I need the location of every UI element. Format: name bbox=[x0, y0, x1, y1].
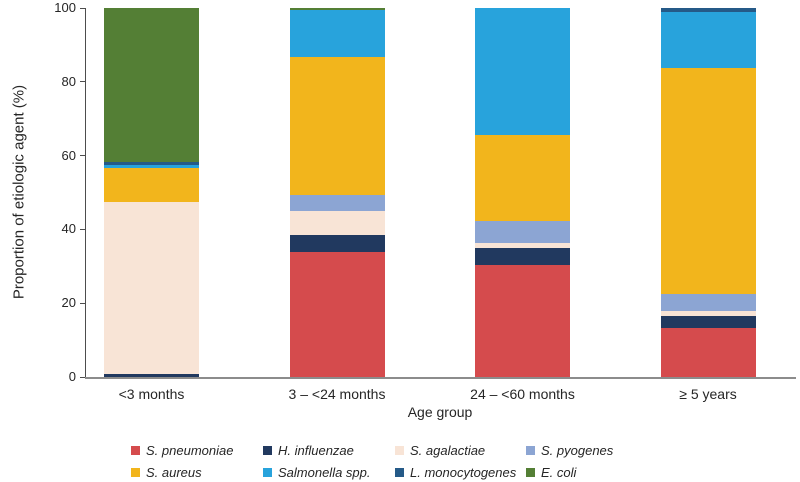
y-tick-mark bbox=[80, 228, 85, 230]
legend-label: Salmonella spp. bbox=[278, 464, 371, 480]
legend-swatch-icon bbox=[263, 467, 272, 477]
bar-segment bbox=[289, 251, 385, 377]
legend-label: S. pyogenes bbox=[541, 442, 614, 458]
bar-segment bbox=[289, 8, 385, 10]
legend-item: S. agalactiae bbox=[395, 443, 526, 458]
legend-label: S. pneumoniae bbox=[146, 442, 234, 458]
legend-swatch-icon bbox=[526, 445, 535, 455]
bar-segment bbox=[104, 168, 199, 203]
legend-swatch-icon bbox=[395, 445, 404, 455]
legend: S. pneumoniae H. influenzae S. agalactiae S… bbox=[131, 439, 661, 482]
x-category-label: 3 – <24 months bbox=[288, 386, 386, 402]
legend-item: H. influenzae bbox=[263, 443, 395, 458]
bar-segment bbox=[289, 210, 385, 236]
bar-segment bbox=[104, 161, 199, 166]
x-category-label: 24 – <60 months bbox=[470, 386, 575, 402]
x-category-label: ≥ 5 years bbox=[679, 386, 737, 402]
bar-segment bbox=[475, 265, 570, 377]
y-axis-title: Proportion of etiologic agent (%) bbox=[10, 84, 27, 300]
bar-segment bbox=[475, 8, 570, 135]
bar-segment bbox=[660, 68, 756, 295]
bar-segment bbox=[660, 12, 756, 69]
legend-swatch-icon bbox=[263, 445, 272, 455]
legend-label: L. monocytogenes bbox=[410, 464, 517, 480]
y-tick-label: 40 bbox=[61, 221, 76, 237]
y-tick-mark bbox=[80, 155, 85, 157]
x-axis-title: Age group bbox=[407, 404, 473, 420]
bar-segment bbox=[289, 235, 385, 252]
legend-label: H. influenzae bbox=[278, 442, 354, 458]
y-tick-label: 0 bbox=[68, 369, 76, 384]
legend-label: S. agalactiae bbox=[410, 442, 486, 458]
legend-swatch-icon bbox=[131, 445, 140, 455]
y-tick-label: 80 bbox=[61, 73, 76, 89]
y-tick-mark bbox=[80, 7, 85, 9]
y-tick-label: 100 bbox=[54, 0, 76, 15]
bar-2 bbox=[289, 8, 385, 377]
bar-segment bbox=[475, 220, 570, 243]
y-tick-label: 20 bbox=[61, 295, 76, 311]
bar-segment bbox=[660, 327, 756, 377]
legend-swatch-icon bbox=[395, 467, 404, 477]
bar-segment bbox=[289, 57, 385, 196]
bar-segment bbox=[104, 374, 199, 377]
y-axis-line bbox=[85, 8, 86, 377]
x-axis-line bbox=[85, 377, 796, 379]
y-tick-mark bbox=[80, 81, 85, 83]
y-tick-label: 60 bbox=[61, 147, 76, 163]
y-tick-mark bbox=[80, 376, 85, 378]
bar-4 bbox=[660, 8, 756, 377]
bar-segment bbox=[475, 242, 570, 248]
bar-segment bbox=[104, 202, 199, 375]
legend-item: L. monocytogenes bbox=[395, 465, 526, 480]
legend-item: E. coli bbox=[526, 465, 661, 480]
bar-segment bbox=[475, 247, 570, 266]
bar-segment bbox=[660, 8, 756, 13]
bar-segment bbox=[475, 134, 570, 221]
bar-segment bbox=[660, 315, 756, 328]
bar-3 bbox=[475, 8, 570, 377]
bar-segment bbox=[104, 165, 199, 169]
legend-item: Salmonella spp. bbox=[263, 465, 395, 480]
legend-item: S. aureus bbox=[131, 465, 263, 480]
bar-segment bbox=[104, 8, 199, 162]
bar-segment bbox=[660, 294, 756, 311]
bar-segment bbox=[660, 310, 756, 316]
legend-swatch-icon bbox=[526, 467, 535, 477]
bar-1 bbox=[104, 8, 199, 377]
legend-item: S. pyogenes bbox=[526, 443, 661, 458]
x-category-label: <3 months bbox=[118, 386, 185, 402]
legend-label: S. aureus bbox=[146, 464, 202, 480]
bar-segment bbox=[289, 195, 385, 211]
legend-label: E. coli bbox=[541, 464, 577, 480]
legend-item: S. pneumoniae bbox=[131, 443, 263, 458]
y-tick-mark bbox=[80, 302, 85, 304]
legend-swatch-icon bbox=[131, 467, 140, 477]
bar-segment bbox=[289, 9, 385, 58]
